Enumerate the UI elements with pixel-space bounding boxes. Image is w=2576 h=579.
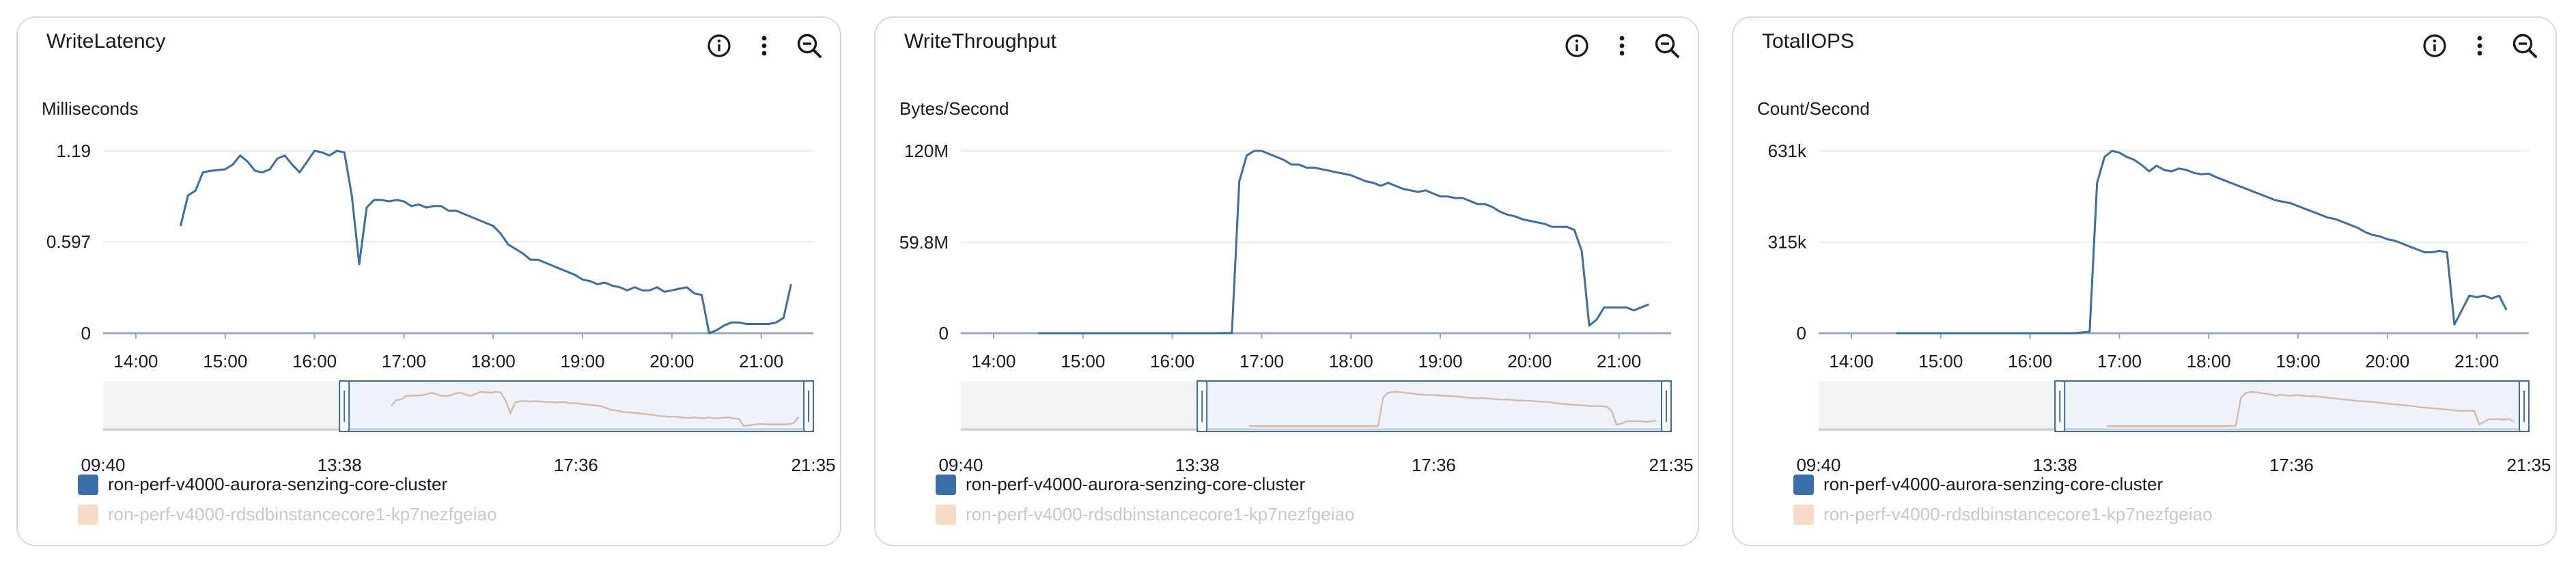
legend-item[interactable]: ron-perf-v4000-aurora-senzing-core-clust…	[78, 474, 447, 495]
panel-title: WriteThroughput	[904, 30, 1056, 53]
legend-swatch	[936, 474, 956, 495]
x-tick-label: 17:00	[1240, 351, 1284, 371]
x-tick-label: 18:00	[471, 351, 516, 371]
y-axis-unit-label: Count/Second	[1757, 98, 1870, 119]
more-vertical-icon[interactable]	[1606, 30, 1638, 61]
y-tick-label: 0	[81, 323, 91, 343]
y-tick-label: 0.597	[46, 231, 91, 252]
x-tick-label: 16:00	[2008, 351, 2052, 371]
x-tick-label: 17:00	[2097, 351, 2142, 371]
navigator-series-line	[2106, 391, 2515, 427]
x-tick-label: 16:00	[1150, 351, 1194, 371]
legend-item[interactable]: ron-perf-v4000-aurora-senzing-core-clust…	[1793, 474, 2163, 495]
x-tick-label: 15:00	[1061, 351, 1105, 371]
more-vertical-icon[interactable]	[2464, 30, 2495, 61]
legend-swatch	[78, 474, 98, 495]
x-tick-label: 21:00	[2454, 351, 2499, 371]
y-axis-unit-label: Milliseconds	[42, 98, 139, 119]
legend-item[interactable]: ron-perf-v4000-rdsdbinstancecore1-kp7nez…	[1793, 504, 2212, 525]
series-line	[179, 150, 792, 335]
legend-item[interactable]: ron-perf-v4000-rdsdbinstancecore1-kp7nez…	[78, 504, 496, 525]
x-tick-label: 14:00	[1829, 351, 1873, 371]
y-tick-label: 1.19	[56, 141, 91, 161]
navigator-tick-label: 21:35	[1649, 455, 1693, 475]
info-icon[interactable]	[2419, 30, 2450, 61]
navigator-series-line	[390, 391, 800, 427]
navigator-selection	[2054, 380, 2530, 432]
legend-label: ron-perf-v4000-aurora-senzing-core-clust…	[108, 474, 448, 494]
x-tick-label: 18:00	[2187, 351, 2231, 371]
line-chart[interactable]: 0 0.597 1.19 14:00 15:00 16:00 17:00 18:00 19:00…	[18, 18, 843, 548]
legend-swatch	[936, 504, 956, 525]
navigator-tick-label: 17:36	[554, 455, 598, 475]
legend-label: ron-perf-v4000-rdsdbinstancecore1-kp7nez…	[966, 504, 1355, 524]
navigator-series-line	[1248, 391, 1657, 427]
y-tick-label: 0	[939, 323, 949, 343]
line-chart[interactable]: 0 315k 631k 14:00 15:00 16:00 17:00 18:00 19:00 2…	[1733, 18, 2558, 548]
navigator-tick-label: 09:40	[81, 455, 125, 475]
navigator-tick-label: 21:35	[2506, 455, 2551, 475]
panel-write-latency: WriteLatency Milliseconds 0 0.597 1.19 14:0…	[16, 16, 841, 546]
navigator-tick-label: 09:40	[1796, 455, 1840, 475]
legend-swatch	[1793, 474, 1814, 495]
legend-label: ron-perf-v4000-rdsdbinstancecore1-kp7nez…	[1823, 504, 2213, 524]
line-chart[interactable]: 0 59.8M 120M 14:00 15:00 16:00 17:00 18:00 19:00…	[876, 18, 1700, 548]
navigator-tick-label: 17:36	[1412, 455, 1456, 475]
navigator-tick-label: 13:38	[318, 455, 362, 475]
navigator-tick-label: 13:38	[2033, 455, 2077, 475]
x-tick-label: 20:00	[649, 351, 694, 371]
zoom-out-icon[interactable]	[2509, 30, 2540, 61]
x-tick-label: 15:00	[1918, 351, 1963, 371]
x-tick-label: 19:00	[1418, 351, 1463, 371]
x-tick-label: 15:00	[203, 351, 247, 371]
x-tick-label: 20:00	[1507, 351, 1552, 371]
legend-item[interactable]: ron-perf-v4000-aurora-senzing-core-clust…	[936, 474, 1305, 495]
legend-swatch	[78, 504, 98, 525]
panel-title: TotalIOPS	[1762, 30, 1855, 53]
x-tick-label: 21:00	[739, 351, 783, 371]
zoom-out-icon[interactable]	[1651, 30, 1683, 61]
panel-actions	[703, 29, 825, 63]
zoom-out-icon[interactable]	[794, 30, 825, 61]
navigator-tick-label: 13:38	[1175, 455, 1220, 475]
info-icon[interactable]	[703, 30, 735, 61]
legend-item[interactable]: ron-perf-v4000-rdsdbinstancecore1-kp7nez…	[936, 504, 1354, 525]
legend-label: ron-perf-v4000-aurora-senzing-core-clust…	[966, 474, 1306, 494]
legend-swatch	[1793, 504, 1814, 525]
y-tick-label: 315k	[1768, 232, 1807, 253]
panel-title: WriteLatency	[46, 30, 166, 53]
series-line	[1038, 150, 1649, 335]
x-tick-label: 20:00	[2365, 351, 2409, 371]
x-tick-label: 19:00	[561, 351, 605, 371]
legend-label: ron-perf-v4000-aurora-senzing-core-clust…	[1823, 474, 2164, 494]
y-tick-label: 631k	[1768, 141, 1807, 161]
x-tick-label: 14:00	[971, 351, 1016, 371]
panel-total-iops: TotalIOPS Count/Second 0 315k 631k 14:00 15:…	[1732, 16, 2557, 546]
navigator-tick-label: 17:36	[2269, 455, 2314, 475]
more-vertical-icon[interactable]	[748, 30, 780, 61]
x-tick-label: 19:00	[2276, 351, 2321, 371]
panel-actions	[1561, 29, 1683, 63]
panel-actions	[2419, 29, 2540, 63]
x-tick-label: 16:00	[292, 351, 337, 371]
legend-label: ron-perf-v4000-rdsdbinstancecore1-kp7nez…	[108, 504, 497, 524]
navigator-tick-label: 21:35	[791, 455, 835, 475]
x-tick-label: 21:00	[1597, 351, 1641, 371]
y-tick-label: 120M	[904, 141, 949, 161]
y-tick-label: 59.8M	[899, 232, 949, 253]
x-tick-label: 18:00	[1329, 351, 1373, 371]
info-icon[interactable]	[1561, 30, 1593, 61]
x-tick-label: 14:00	[113, 351, 158, 371]
y-axis-unit-label: Bytes/Second	[899, 98, 1009, 119]
x-tick-label: 17:00	[382, 351, 426, 371]
y-tick-label: 0	[1797, 323, 1806, 343]
navigator-tick-label: 09:40	[938, 455, 983, 475]
series-line	[1896, 150, 2508, 335]
panel-write-throughput: WriteThroughput Bytes/Second 0 59.8M 120M 1…	[874, 16, 1699, 546]
